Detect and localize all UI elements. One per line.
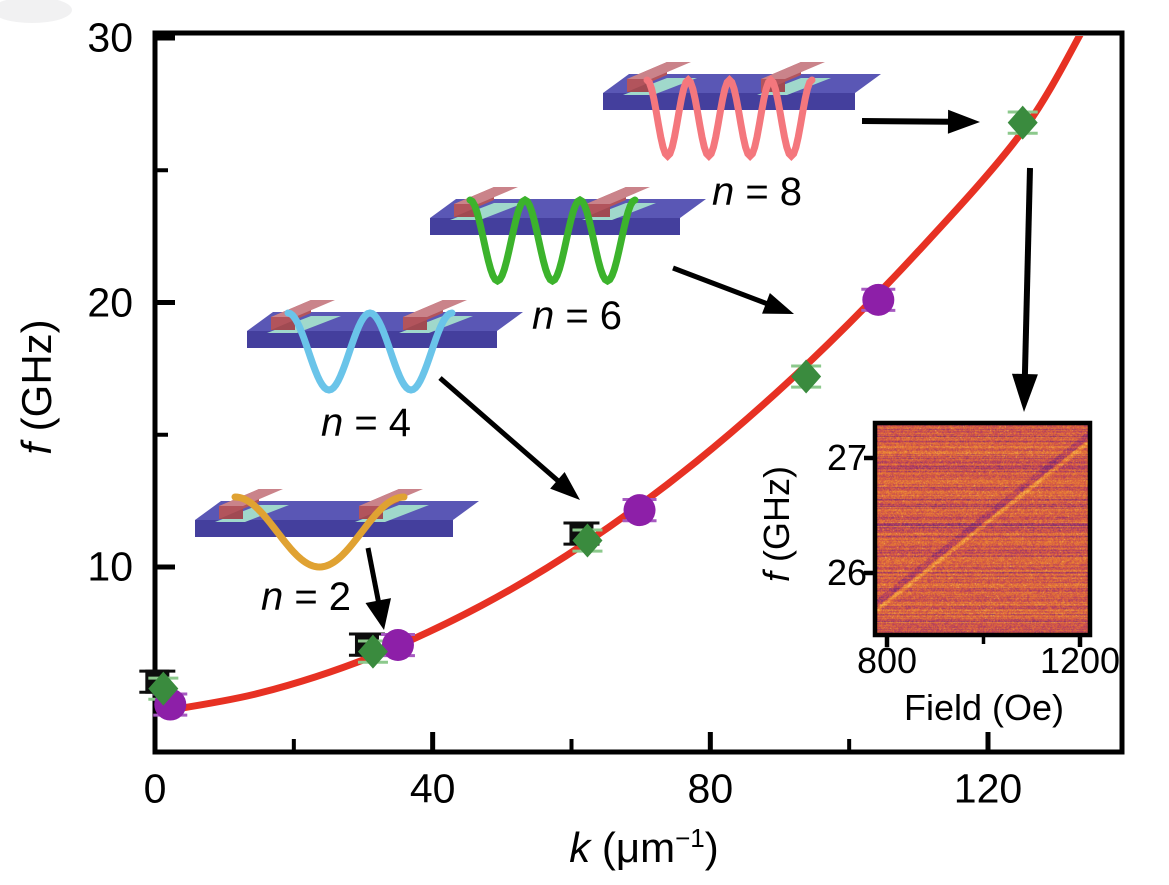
inset-ticks [864,455,1083,647]
x-axis-title: k (μm−1) [569,825,719,869]
device-platform-front [195,520,453,537]
device-platform-front [247,331,497,348]
inset-x-tick-label-800: 800 [856,640,918,681]
mode-label-n-8: n = 8 [712,172,802,212]
annotation-arrow-line [672,265,771,308]
y-tick-label-20: 20 [87,279,133,325]
y-tick-label-10: 10 [87,543,133,590]
dispersion-curve-group [158,36,1084,716]
x-tick-label-80: 80 [687,765,734,812]
device-antenna-top [586,187,650,204]
data-point-circle [862,283,895,316]
x-tick-label-0: 0 [143,765,167,812]
mode-label-variable: n [711,170,735,214]
annotation-arrows [365,109,1038,630]
device-antenna-top [219,489,283,506]
inset-y-axis-unit: (GHz) [756,466,797,572]
data-point-diamond [791,359,822,394]
plot-border [152,30,1125,755]
data-point-circle [381,629,414,662]
annotation-arrow-line [861,118,953,125]
mode-label-n-4: n = 4 [321,403,411,443]
data-point-circle [623,494,656,527]
mode-label-value: = 4 [343,401,412,445]
standing-wave-n-4 [284,309,456,394]
inset-y-tick-label-26: 26 [826,552,867,593]
standing-wave-n-6 [466,195,639,286]
device-antenna-top [761,62,825,79]
annotation-arrow-head [1011,373,1038,412]
inset-border [872,420,1093,638]
annotation-arrow-head [365,598,392,630]
annotation-arrow-head [550,471,580,500]
y-axis-variable: f [13,442,60,455]
device-illustration-n-8 [603,62,881,110]
data-point-diamond [1007,105,1038,140]
data-point-diamond [357,634,388,669]
x-axis-unit-pre: (μm [590,824,676,871]
x-tick-label-40: 40 [409,765,456,812]
inset-x-tick-label-1200: 1200 [1039,640,1121,681]
inset-x-axis-title: Field (Oe) [903,687,1065,728]
data-point-diamond [148,671,179,706]
y-tick-label-30: 30 [87,14,133,61]
standing-wave-n-8 [643,75,816,161]
mode-label-n-6: n = 6 [532,296,622,336]
standing-wave-n-2 [231,493,408,571]
mode-label-variable: n [260,575,284,619]
device-antenna-top [627,62,691,79]
x-axis-variable: k [569,824,591,871]
dispersion-curve [158,36,1084,716]
scan-smudge [0,0,72,23]
axis-ticks [152,35,991,750]
mode-label-value: = 8 [734,170,803,214]
inset-y-tick-label-27: 27 [826,437,867,478]
annotation-arrow-head [947,109,980,134]
data-point-diamond [572,523,603,558]
x-tick-label-120: 120 [953,765,1023,812]
y-axis-unit: (GHz) [13,319,60,443]
mode-label-variable: n [320,401,344,445]
inset-y-axis-title: f (GHz) [756,466,797,582]
data-points [139,105,1038,721]
device-illustration-n-6 [430,187,706,235]
annotation-arrow-line [438,376,563,485]
annotation-arrow-line [365,547,382,605]
y-axis-title: f (GHz) [13,319,60,455]
mode-label-value: = 2 [283,575,352,619]
mode-label-n-2: n = 2 [261,577,351,617]
inset-y-axis-variable: f [756,571,797,582]
annotation-arrow-head [762,293,794,314]
device-antenna-top [403,300,467,317]
device-platform-front [430,218,680,235]
device-platform-front [603,93,855,110]
x-axis-unit-post: ) [704,824,719,871]
mode-label-value: = 6 [554,294,623,338]
mode-label-variable: n [531,294,555,338]
inset-heatmap-image [876,424,1089,634]
x-axis-unit-exponent: −1 [675,823,705,853]
annotation-arrow-line [1021,167,1033,379]
